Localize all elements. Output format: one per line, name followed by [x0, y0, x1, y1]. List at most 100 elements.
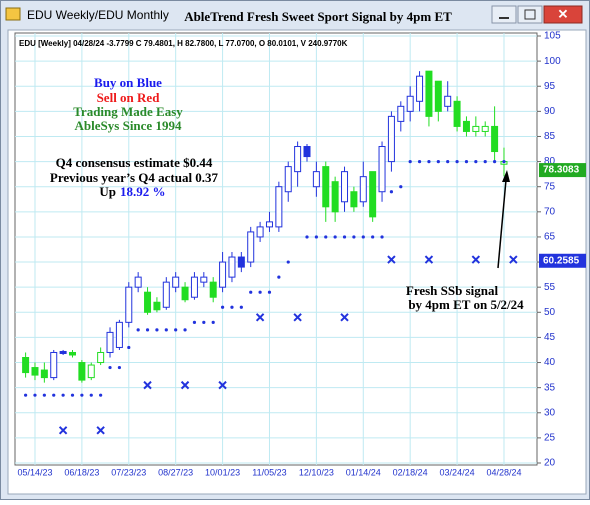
candle-body — [472, 125, 480, 132]
window-title: EDU Weekly/EDU Monthly — [27, 8, 169, 22]
y-tick-label: 95 — [544, 81, 556, 92]
stop-dot — [220, 305, 225, 309]
chart-title: AbleTrend Fresh Sweet Sport Signal by 4p… — [184, 9, 452, 24]
candle-body — [125, 286, 133, 323]
annotation: Up — [99, 184, 116, 199]
candle-body — [31, 367, 39, 376]
candle-body — [209, 281, 217, 298]
annotation: Buy on Blue — [94, 75, 162, 90]
stop-dot — [52, 393, 56, 397]
candle-body — [322, 166, 330, 208]
stop-dot — [371, 235, 375, 239]
candle-body — [106, 331, 114, 353]
signal-x — [293, 313, 302, 322]
candle-body — [237, 256, 245, 268]
stop-dot — [70, 393, 75, 397]
annotation: Q4 consensus estimate $0.44 — [56, 155, 213, 170]
stop-dot — [446, 159, 450, 164]
maximize-button[interactable] — [517, 5, 543, 24]
stop-dot — [99, 393, 103, 397]
stop-dot — [239, 305, 243, 309]
annotation: Fresh SSb signal — [406, 283, 499, 298]
candle-body — [162, 281, 170, 308]
y-tick-label: 80 — [544, 156, 556, 167]
candle-body — [200, 276, 208, 283]
candle-body — [50, 351, 58, 379]
candle-body — [134, 276, 142, 288]
stop-dot — [108, 365, 112, 370]
stop-dot — [202, 320, 206, 324]
x-tick-label: 06/18/23 — [64, 467, 99, 477]
candle-body — [416, 75, 424, 102]
signal-x — [255, 313, 265, 322]
stop-dot — [145, 328, 150, 332]
stop-dot — [89, 393, 93, 397]
candle-body — [22, 357, 30, 374]
candle-body — [153, 301, 161, 311]
candle-body — [369, 171, 377, 218]
candle-body — [359, 176, 367, 203]
candle-body — [397, 105, 405, 122]
y-tick-label: 100 — [544, 56, 561, 67]
candle-body — [275, 186, 283, 228]
stop-dot — [249, 290, 253, 294]
signal-x — [387, 255, 396, 264]
signal-x — [340, 313, 349, 322]
signal-x — [180, 380, 190, 390]
plot-area — [14, 32, 538, 466]
stop-dot — [24, 393, 28, 397]
annotation: by 4pm ET on 5/2/24 — [408, 297, 524, 312]
candle-body — [294, 146, 302, 173]
candle-body — [462, 120, 470, 132]
stop-dot — [399, 185, 403, 189]
candle-body — [228, 256, 236, 278]
signal-x — [96, 426, 105, 435]
x-tick-label: 10/01/23 — [205, 467, 240, 477]
stop-dot — [61, 393, 65, 397]
price-header: EDU [Weekly] 04/28/24 -3.7799 C 79.4801,… — [19, 39, 348, 48]
stop-dot — [464, 159, 469, 164]
y-tick-label: 30 — [544, 407, 556, 418]
stop-dot — [342, 235, 347, 239]
candle-body — [387, 115, 395, 163]
annotation: 18.92 % — [120, 184, 166, 199]
candle-body — [284, 166, 292, 193]
app-icon — [5, 7, 21, 21]
stop-dot — [417, 159, 422, 164]
candle-body — [303, 146, 311, 158]
close-button[interactable] — [543, 5, 583, 24]
maximize-icon — [524, 9, 536, 20]
signal-x — [424, 255, 434, 264]
stop-dot — [155, 328, 159, 332]
candle-body — [312, 171, 320, 188]
stop-dot — [408, 159, 412, 164]
candle-body — [78, 362, 86, 381]
candle-body — [265, 221, 273, 228]
minimize-button[interactable] — [491, 5, 517, 24]
arrow-line — [497, 179, 507, 269]
x-tick-label: 01/14/24 — [346, 467, 381, 477]
y-tick-label: 20 — [544, 458, 556, 469]
y-tick-label: 105 — [544, 31, 561, 42]
signal-x — [143, 380, 152, 390]
stop-dot — [258, 290, 262, 294]
y-tick-label: 90 — [544, 106, 556, 117]
y-tick-label: 65 — [544, 232, 556, 243]
stop-dot — [230, 305, 234, 309]
x-tick-label: 04/28/24 — [486, 467, 521, 477]
stop-dot — [493, 159, 497, 164]
stop-dot — [33, 393, 37, 397]
annotation: Previous year’s Q4 actual 0.37 — [50, 170, 219, 185]
stop-dot — [361, 235, 365, 239]
candle-body — [331, 181, 339, 213]
y-tick-label: 50 — [544, 307, 556, 318]
stop-dot — [164, 328, 168, 332]
candle-body — [40, 369, 48, 379]
x-tick-label: 08/27/23 — [158, 467, 193, 477]
signal-x — [218, 380, 227, 390]
stop-dot — [277, 275, 281, 279]
signal-x — [471, 255, 481, 264]
price-tag-label: 78.3083 — [543, 165, 580, 176]
price-tag — [539, 253, 586, 268]
x-tick-label: 03/24/24 — [440, 467, 475, 477]
